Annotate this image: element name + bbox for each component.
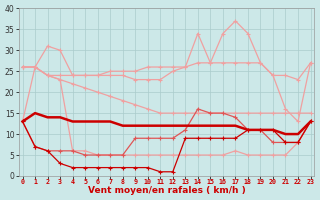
X-axis label: Vent moyen/en rafales ( km/h ): Vent moyen/en rafales ( km/h ) bbox=[88, 186, 245, 195]
